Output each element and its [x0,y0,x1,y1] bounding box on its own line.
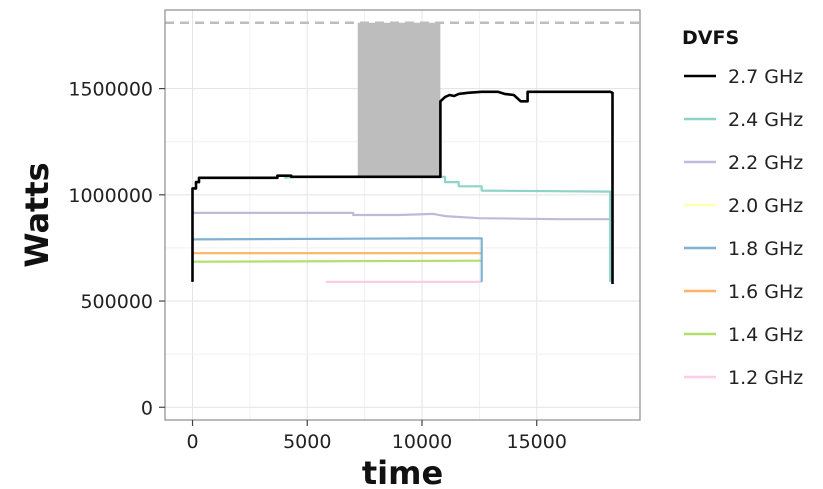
x-axis-title: time [362,454,443,489]
x-tick-label: 15000 [507,431,567,453]
y-tick-label: 1500000 [68,79,153,101]
legend-label-1-8-ghz: 1.8 GHz [728,238,803,260]
series-line-2-2-ghz [192,211,611,221]
legend-title: DVFS [682,27,739,49]
legend-label-2-4-ghz: 2.4 GHz [728,109,803,131]
y-tick-label: 1000000 [68,185,153,207]
x-tick-label: 5000 [283,431,331,453]
x-tick-label: 10000 [392,431,452,453]
series-line-1-4-ghz [192,259,482,263]
series-lines [191,90,614,284]
y-tick-label: 0 [141,397,153,419]
plot-border [164,9,641,421]
series-line-2-7-ghz [191,90,614,284]
legend-label-2-7-ghz: 2.7 GHz [728,66,803,88]
series-line-1-8-ghz [192,237,483,282]
y-axis-title: Watts [18,162,56,267]
y-axis-ticks: 0 500000 1000000 1500000 [68,79,165,419]
x-tick-label: 0 [186,431,198,453]
legend-label-1-4-ghz: 1.4 GHz [728,324,803,346]
x-axis-ticks: 0 5000 10000 15000 [186,420,567,453]
plot-frame [164,9,641,421]
legend: DVFS 2.7 GHz 2.4 GHz 2.2 GHz 2.0 GHz 1.8 GHz… [682,27,803,389]
legend-label-2-0-ghz: 2.0 GHz [728,195,803,217]
legend-label-1-6-ghz: 1.6 GHz [728,281,803,303]
y-tick-label: 500000 [80,291,153,313]
legend-label-1-2-ghz: 1.2 GHz [728,367,803,389]
shaded-region [357,22,441,178]
legend-label-2-2-ghz: 2.2 GHz [728,152,803,174]
shaded-rect [357,22,441,178]
